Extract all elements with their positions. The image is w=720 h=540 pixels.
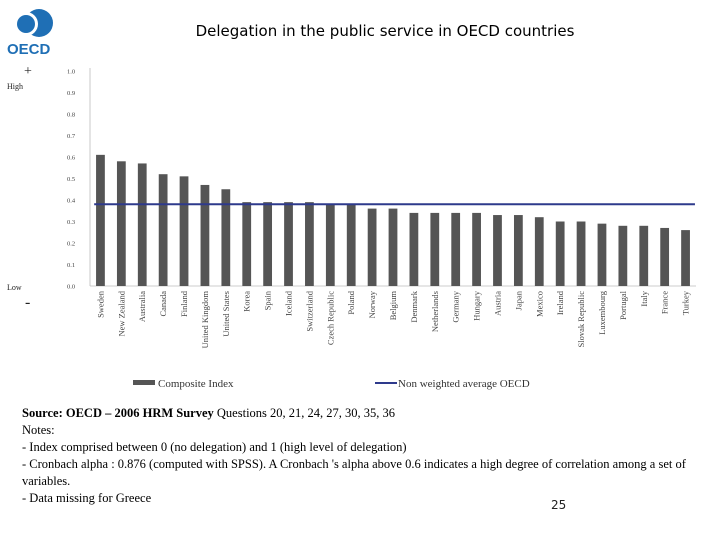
x-tick-label: Hungary [472, 290, 482, 320]
bar [451, 212, 461, 286]
y-tick-label: 0.1 [67, 262, 75, 269]
source-questions: Questions 20, 21, 24, 27, 30, 35, 36 [213, 406, 396, 420]
bar [367, 208, 377, 286]
bar [555, 221, 565, 286]
y-tick-label: 0.3 [67, 219, 75, 226]
x-tick-label: Norway [367, 290, 377, 318]
bar [200, 184, 210, 286]
bar [513, 215, 523, 286]
x-tick-label: Spain [263, 290, 273, 310]
x-tick-label: Poland [346, 290, 356, 314]
x-tick-label: Japan [513, 290, 523, 310]
bar [325, 204, 335, 286]
y-tick-label: 1.0 [67, 69, 75, 76]
x-tick-label: Netherlands [430, 291, 440, 332]
y-tick-label: 0.7 [67, 133, 76, 140]
note-cronbach: - Cronbach alpha : 0.876 (computed with … [22, 457, 686, 488]
bar [179, 176, 189, 286]
source-label: Source: OECD – 2006 HRM Survey [22, 406, 214, 420]
bar [472, 212, 481, 286]
oecd-logo: OECD [7, 9, 53, 56]
x-tick-label: Mexico [534, 291, 544, 317]
bar [263, 202, 273, 286]
note-index-range: - Index comprised between 0 (no delegati… [22, 440, 407, 454]
bar [116, 161, 126, 286]
x-tick-label: Ireland [555, 290, 565, 315]
bar [137, 163, 147, 286]
bars [96, 154, 690, 286]
bar [158, 174, 168, 286]
x-tick-label: Australia [137, 291, 147, 322]
x-tick-label: Sweden [95, 290, 105, 318]
x-tick-label: Luxembourg [597, 290, 607, 335]
bar [681, 230, 690, 286]
notes-block: Source: OECD – 2006 HRM Survey Questions… [22, 405, 712, 507]
legend: Composite Index Non weighted average OEC… [133, 378, 530, 390]
bar-chart: 0.0 0.1 0.2 0.3 0.4 0.5 0.6 0.7 0.8 0.9 1.0 Sweden… [67, 68, 696, 390]
x-tick-label: Denmark [409, 290, 419, 322]
legend-swatch-composite [133, 380, 155, 385]
x-tick-label: Belgium [388, 291, 398, 321]
x-tick-label: United Kingdom [200, 291, 210, 349]
bar [284, 202, 293, 286]
legend-label-average: Non weighted average OECD [398, 378, 530, 390]
bar [576, 221, 586, 286]
y-tick-label: 0.5 [67, 176, 75, 183]
high-label: High [7, 82, 23, 91]
x-tick-label: Turkey [681, 290, 691, 315]
bar [221, 189, 231, 286]
y-tick-label: 0.0 [67, 284, 75, 291]
bar [430, 212, 440, 286]
x-tick-label: New Zealand [116, 290, 126, 336]
y-tick-label: 0.8 [67, 112, 75, 119]
page-number: 25 [551, 498, 567, 512]
bar [597, 223, 607, 286]
bar [618, 225, 628, 286]
x-tick-label: Finland [179, 290, 189, 317]
bar [305, 202, 314, 286]
plus-marker: + [24, 64, 32, 79]
logo-text: OECD [7, 41, 51, 56]
low-label: Low [7, 283, 22, 292]
legend-label-composite: Composite Index [158, 378, 234, 390]
bar [660, 227, 670, 286]
x-tick-label: Portugal [618, 290, 628, 319]
bar [346, 204, 356, 286]
bar [96, 154, 105, 286]
y-tick-label: 0.6 [67, 155, 76, 162]
bar [388, 208, 398, 286]
x-tick-label: Austria [492, 291, 502, 316]
note-missing: - Data missing for Greece [22, 491, 152, 505]
source-line: Source: OECD – 2006 HRM Survey Questions… [22, 405, 712, 422]
x-tick-label: Canada [158, 291, 168, 317]
x-tick-label: United States [221, 291, 231, 337]
x-tick-label: Slovak Republic [576, 291, 586, 348]
y-tick-label: 0.4 [67, 198, 76, 205]
x-tick-label: Germany [451, 290, 461, 322]
minus-marker: - [25, 294, 31, 311]
x-tick-label: Korea [242, 291, 252, 312]
y-tick-label: 0.2 [67, 241, 75, 248]
x-tick-label: Italy [639, 290, 649, 306]
page-title: Delegation in the public service in OECD… [195, 22, 575, 40]
y-axis: 0.0 0.1 0.2 0.3 0.4 0.5 0.6 0.7 0.8 0.9 1.0 [67, 69, 76, 291]
x-tick-label: France [660, 291, 670, 314]
x-axis-labels: Sweden New Zealand Australia Canada Finland U… [95, 290, 690, 348]
bar [242, 202, 252, 286]
bar [534, 217, 544, 286]
logo-circle-inner [17, 15, 35, 33]
x-tick-label: Iceland [284, 290, 294, 316]
y-tick-label: 0.9 [67, 90, 75, 97]
x-tick-label: Czech Republic [325, 291, 335, 345]
bar [409, 212, 419, 286]
x-tick-label: Switzerland [304, 290, 314, 331]
bar [493, 215, 502, 286]
bar [639, 225, 649, 286]
notes-heading: Notes: [22, 423, 55, 437]
